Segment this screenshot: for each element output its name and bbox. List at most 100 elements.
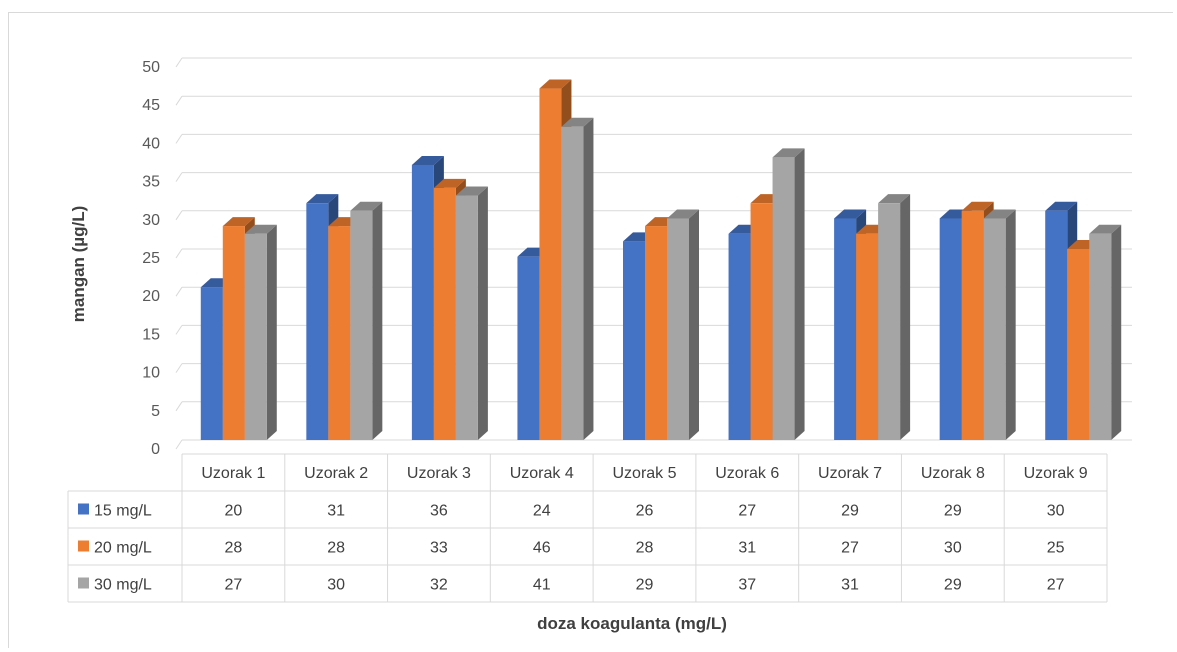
bar-side <box>477 186 488 440</box>
y-tick-label: 25 <box>142 250 160 267</box>
table-cell-value: 24 <box>533 503 551 520</box>
series-label: 20 mg/L <box>94 540 152 557</box>
legend-swatch <box>78 540 89 552</box>
bar <box>539 88 562 440</box>
bar-side <box>372 201 383 440</box>
chart-frame <box>8 12 1173 648</box>
bar-top <box>834 209 867 219</box>
gridline-edge <box>175 439 183 450</box>
gridline-edge <box>175 172 183 182</box>
y-tick-label: 50 <box>142 59 160 76</box>
bar-side <box>794 148 805 440</box>
table-cell-value: 27 <box>1047 577 1065 594</box>
bar-top <box>878 194 911 204</box>
bar <box>856 233 879 440</box>
table-cell-value: 29 <box>841 503 859 520</box>
bar <box>961 210 984 440</box>
table-cell-value: 46 <box>533 540 551 557</box>
x-axis-title: doza koagulanta (mg/L) <box>537 614 727 633</box>
gridline-edge <box>175 95 183 106</box>
table-cell-value: 41 <box>533 577 551 594</box>
bar <box>772 157 795 440</box>
table-cell-value: 33 <box>430 540 448 557</box>
y-tick-label: 15 <box>142 326 160 343</box>
bar <box>561 126 584 440</box>
table-cell-value: 31 <box>327 503 345 520</box>
bar-top <box>433 178 466 188</box>
y-tick-label: 35 <box>142 174 160 191</box>
bar <box>1067 249 1090 440</box>
legend-swatch <box>78 577 89 589</box>
bar-side <box>1111 224 1122 440</box>
bar <box>433 187 456 440</box>
gridline-edge <box>175 57 183 68</box>
gridline-edge <box>175 363 183 373</box>
bar <box>983 218 1006 440</box>
table-cell-value: 30 <box>1047 503 1065 520</box>
bar-top <box>772 148 805 158</box>
bar <box>728 233 751 440</box>
series-label: 30 mg/L <box>94 577 152 594</box>
bar-top <box>561 117 594 127</box>
bar <box>455 195 478 440</box>
bar-top <box>961 201 994 211</box>
table-cell-value: 30 <box>327 577 345 594</box>
y-tick-label: 0 <box>151 441 160 458</box>
gridline-edge <box>175 210 183 221</box>
table-cell-value: 37 <box>738 577 756 594</box>
table-cell-value: 29 <box>944 503 962 520</box>
x-category-label: Uzorak 7 <box>818 465 882 482</box>
bar-top <box>455 186 488 196</box>
table-cell-value: 31 <box>738 540 756 557</box>
series-label: 15 mg/L <box>94 503 152 520</box>
x-category-label: Uzorak 1 <box>201 465 265 482</box>
table-cell-value: 32 <box>430 577 448 594</box>
bar-top <box>411 155 444 165</box>
bar-top <box>539 79 572 89</box>
bar-top <box>1045 201 1078 211</box>
table-cell-value: 26 <box>636 503 654 520</box>
table-cell-value: 25 <box>1047 540 1065 557</box>
bar-top <box>1089 224 1122 234</box>
gridline-edge <box>175 401 183 412</box>
bar <box>645 226 667 440</box>
table-cell-value: 27 <box>841 540 859 557</box>
bar <box>623 241 645 440</box>
table-cell-value: 27 <box>738 503 756 520</box>
bar-top <box>667 209 699 219</box>
table-cell-value: 20 <box>224 503 242 520</box>
table-cell-value: 36 <box>430 503 448 520</box>
bar <box>1089 233 1112 440</box>
bar <box>350 210 373 440</box>
bar-side <box>689 209 699 440</box>
y-tick-label: 30 <box>142 212 160 229</box>
bar-top <box>222 217 255 227</box>
legend-swatch <box>78 503 89 515</box>
table-cell-value: 28 <box>636 540 654 557</box>
bar-top <box>983 209 1016 219</box>
bar-side <box>1005 209 1016 440</box>
table-cell-value: 29 <box>636 577 654 594</box>
table-cell-value: 28 <box>327 540 345 557</box>
gridline-edge <box>175 286 183 297</box>
x-category-label: Uzorak 9 <box>1024 465 1088 482</box>
bar <box>328 226 351 440</box>
x-category-label: Uzorak 5 <box>612 465 676 482</box>
bar-side <box>266 224 277 440</box>
bar-top <box>306 194 339 204</box>
bar-top <box>244 224 277 234</box>
y-tick-label: 20 <box>142 288 160 305</box>
y-axis-ticks: 0 5 10 15 20 25 30 35 40 45 50 <box>142 59 160 458</box>
bar-side <box>900 194 911 440</box>
bar <box>244 233 267 440</box>
gridline-edge <box>175 134 183 144</box>
bar <box>411 164 434 440</box>
bar <box>878 203 901 440</box>
bar <box>306 203 329 440</box>
bar <box>750 203 773 440</box>
bar <box>939 218 962 440</box>
table-cell-value: 27 <box>224 577 242 594</box>
x-category-label: Uzorak 3 <box>407 465 471 482</box>
bar <box>517 256 540 440</box>
